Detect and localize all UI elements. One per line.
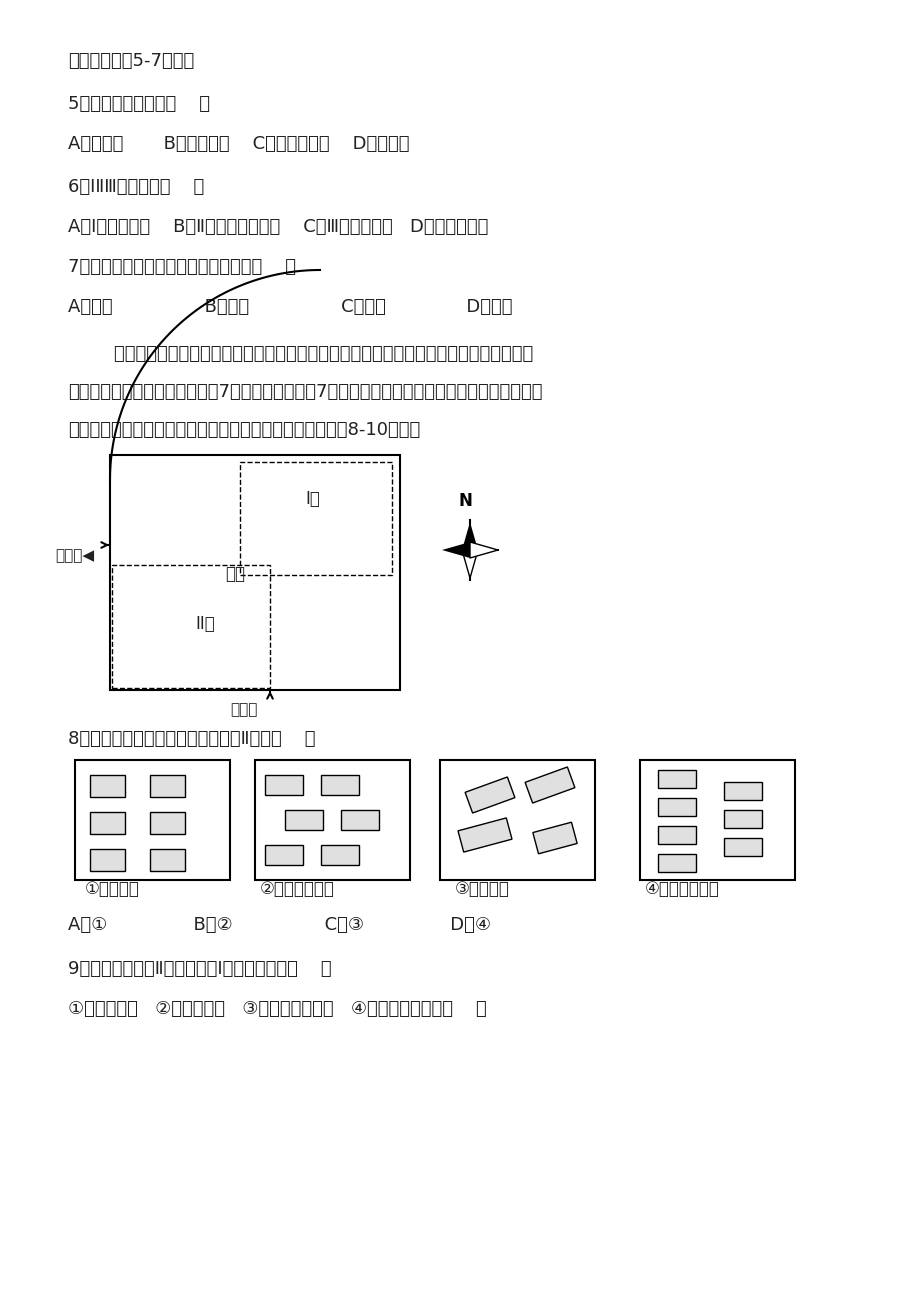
Text: 布局规划，规划建筑物为高层（7层以上）和多层（7层或以下）。下图示意在该居住区内规划的两: 布局规划，规划建筑物为高层（7层以上）和多层（7层或以下）。下图示意在该居住区内…: [68, 383, 542, 401]
Text: N: N: [458, 492, 471, 510]
Bar: [90, 775, 125, 797]
Polygon shape: [470, 542, 497, 559]
Bar: [265, 845, 302, 865]
Text: 9．相对居住片区Ⅱ，居住片区Ⅰ的建筑布局宜（    ）: 9．相对居住片区Ⅱ，居住片区Ⅰ的建筑布局宜（ ）: [68, 960, 331, 978]
Bar: [112, 565, 269, 687]
Polygon shape: [465, 777, 515, 812]
Bar: [110, 454, 400, 690]
Bar: [657, 769, 696, 788]
Bar: [723, 838, 761, 855]
Bar: [75, 760, 230, 880]
Bar: [321, 775, 358, 796]
Bar: [321, 845, 358, 865]
Bar: [265, 775, 302, 796]
Text: A．武夷山       B．大兴安岭    C．喜马拉雅山    D．祁连山: A．武夷山 B．大兴安岭 C．喜马拉雅山 D．祁连山: [68, 135, 409, 154]
Bar: [723, 810, 761, 828]
Bar: [240, 462, 391, 575]
Text: 8．下列建筑布局中，适合居住片区Ⅱ的是（    ）: 8．下列建筑布局中，适合居住片区Ⅱ的是（ ）: [68, 730, 315, 749]
Bar: [285, 810, 323, 829]
Text: A．春季                B．夏季                C．秋季              D．冬季: A．春季 B．夏季 C．秋季 D．冬季: [68, 298, 512, 316]
Text: 7．山地草甸地下生物量最大的季节为（    ）: 7．山地草甸地下生物量最大的季节为（ ）: [68, 258, 296, 276]
Text: ④纵向错列排布: ④纵向错列排布: [644, 880, 719, 898]
Text: 出入口: 出入口: [230, 702, 257, 717]
Polygon shape: [458, 818, 512, 852]
Text: 出入口◀: 出入口◀: [55, 548, 94, 562]
Text: 为获得冬季防风、夏季通风的效果，我国东北平原的某城市对一居住区进行了相应的建筑: 为获得冬季防风、夏季通风的效果，我国东北平原的某城市对一居住区进行了相应的建筑: [68, 345, 533, 363]
Polygon shape: [532, 822, 576, 854]
Text: 个居住片区、道路、出入口及当地盛行风向。据此完成下面8-10小题。: 个居住片区、道路、出入口及当地盛行风向。据此完成下面8-10小题。: [68, 421, 420, 439]
Bar: [150, 849, 185, 871]
Text: ③自由排布: ③自由排布: [455, 880, 509, 898]
Bar: [255, 760, 410, 880]
Text: 5．该地最有可能是（    ）: 5．该地最有可能是（ ）: [68, 95, 210, 113]
Polygon shape: [461, 549, 478, 578]
Polygon shape: [525, 767, 574, 803]
Bar: [657, 854, 696, 872]
Text: II区: II区: [195, 615, 214, 633]
Bar: [150, 775, 185, 797]
Bar: [640, 760, 794, 880]
Bar: [90, 849, 125, 871]
Text: ①建筑密度大   ②建筑密度小   ③以高层建筑为主   ④以多层建筑为主（    ）: ①建筑密度大 ②建筑密度小 ③以高层建筑为主 ④以多层建筑为主（ ）: [68, 1000, 486, 1018]
Bar: [439, 760, 595, 880]
Text: 道路: 道路: [225, 565, 244, 583]
Polygon shape: [461, 522, 478, 549]
Text: 6．ⅠⅡⅢ分别表示（    ）: 6．ⅠⅡⅢ分别表示（ ）: [68, 178, 204, 197]
Text: A．①               B．②                C．③               D．④: A．① B．② C．③ D．④: [68, 917, 491, 934]
Text: ①并列排布: ①并列排布: [85, 880, 140, 898]
Text: A．Ⅰ为山地草甸    B．Ⅱ为山地荒漠草原    C．Ⅲ为高寒草原   D．以上皆不是: A．Ⅰ为山地草甸 B．Ⅱ为山地荒漠草原 C．Ⅲ为高寒草原 D．以上皆不是: [68, 217, 488, 236]
Bar: [657, 825, 696, 844]
Bar: [150, 812, 185, 835]
Bar: [723, 783, 761, 799]
Text: ②横向错列排布: ②横向错列排布: [260, 880, 335, 898]
Polygon shape: [441, 542, 470, 559]
Bar: [90, 812, 125, 835]
Text: I区: I区: [305, 490, 320, 508]
Text: 据此回答下面5-7小题：: 据此回答下面5-7小题：: [68, 52, 194, 70]
Bar: [341, 810, 379, 829]
Bar: [657, 798, 696, 816]
